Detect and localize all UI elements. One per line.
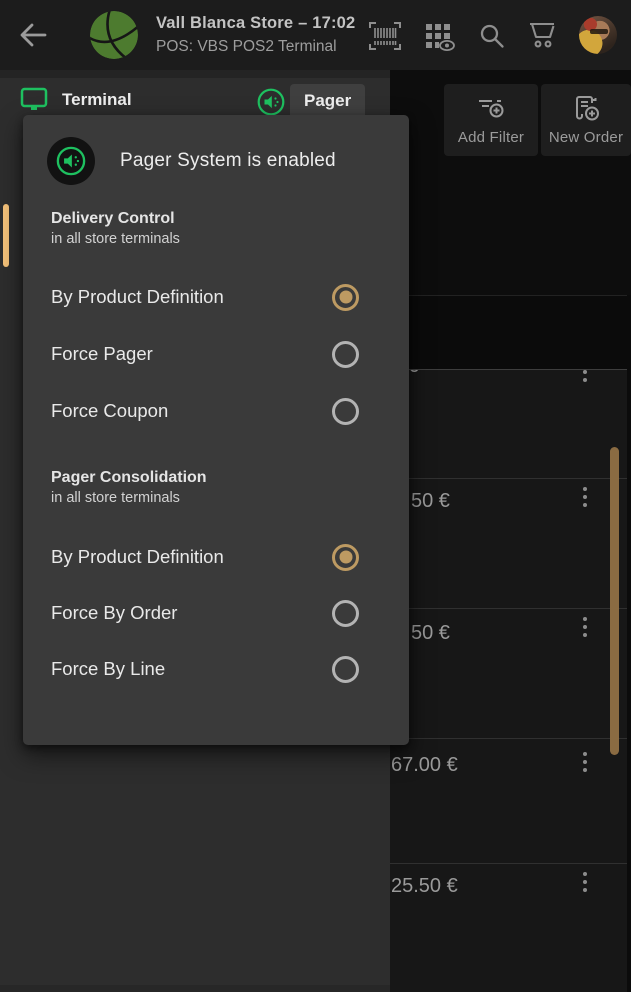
- option-force-coupon[interactable]: Force Coupon: [51, 394, 381, 428]
- order-price: 50 €: [411, 622, 450, 644]
- section-heading-pager-consolidation: Pager Consolidation: [51, 469, 207, 486]
- option-label: Force By Line: [51, 658, 166, 679]
- filter-add-icon: [475, 95, 507, 123]
- radio-button[interactable]: [332, 599, 359, 627]
- pager-icon-badge: [47, 137, 95, 185]
- option-by-product-definition-2[interactable]: By Product Definition: [51, 540, 381, 574]
- scrollbar-thumb[interactable]: [610, 447, 619, 755]
- cart-button[interactable]: [524, 18, 560, 54]
- radio-button[interactable]: [332, 543, 359, 571]
- list-header-cover: [390, 296, 627, 370]
- apps-grid-eye-icon: [423, 20, 457, 52]
- order-price: 50 €: [411, 490, 450, 512]
- pager-settings-popover: Pager System is enabled Delivery Control…: [23, 115, 409, 745]
- store-logo-icon: [90, 11, 138, 59]
- list-right-gutter: [627, 295, 631, 992]
- pager-speaker-icon: [256, 87, 286, 117]
- row-divider: [390, 608, 627, 609]
- option-label: By Product Definition: [51, 286, 224, 307]
- shopping-cart-icon: [526, 21, 558, 51]
- tab-pager[interactable]: Pager: [256, 84, 366, 119]
- row-menu-button[interactable]: [576, 617, 594, 637]
- order-price: 67.00 €: [391, 754, 458, 776]
- tab-pager-label: Pager: [304, 91, 352, 110]
- option-force-pager[interactable]: Force Pager: [51, 337, 381, 371]
- panel-top-edge: [0, 70, 390, 78]
- barcode-scan-icon: [367, 19, 403, 53]
- popover-header: Pager System is enabled: [47, 137, 336, 185]
- back-button[interactable]: [16, 19, 50, 51]
- radio-button[interactable]: [332, 340, 359, 368]
- row-menu-button[interactable]: [576, 872, 594, 892]
- tab-pager-chip: Pager: [290, 84, 366, 119]
- section-heading-delivery-control: Delivery Control: [51, 210, 175, 227]
- option-label: Force Coupon: [51, 400, 169, 421]
- apps-grid-button[interactable]: [422, 18, 458, 54]
- app-title-block: Vall Blanca Store – 17:02 POS: VBS POS2 …: [156, 12, 386, 58]
- row-divider: [390, 738, 627, 739]
- terminal-monitor-icon: [20, 86, 48, 114]
- radio-button[interactable]: [332, 655, 359, 683]
- add-filter-label: Add Filter: [457, 128, 525, 146]
- user-avatar[interactable]: [579, 16, 617, 54]
- search-button[interactable]: [474, 18, 510, 54]
- orders-panel: Add Filter New Order 0 € 50 € 50 €: [390, 70, 631, 992]
- tab-terminal[interactable]: Terminal: [20, 86, 132, 114]
- radio-button[interactable]: [332, 283, 359, 311]
- barcode-scan-button[interactable]: [367, 18, 403, 54]
- selected-item-indicator: [3, 204, 9, 267]
- new-order-label: New Order: [548, 128, 624, 146]
- option-force-by-line[interactable]: Force By Line: [51, 652, 381, 686]
- orders-list: 0 € 50 € 50 € 67.00 € 25.50 €: [390, 295, 627, 992]
- back-arrow-icon: [16, 19, 50, 51]
- pos-subtitle: POS: VBS POS2 Terminal: [156, 38, 337, 55]
- new-order-button[interactable]: New Order: [541, 84, 631, 156]
- option-force-by-order[interactable]: Force By Order: [51, 596, 381, 630]
- option-by-product-definition[interactable]: By Product Definition: [51, 280, 381, 314]
- tab-terminal-label: Terminal: [62, 90, 132, 109]
- row-divider: [390, 478, 627, 479]
- option-label: Force Pager: [51, 343, 153, 364]
- pager-speaker-icon: [55, 145, 87, 177]
- add-filter-button[interactable]: Add Filter: [444, 84, 538, 156]
- row-menu-button[interactable]: [576, 752, 594, 772]
- order-add-icon: [571, 95, 601, 123]
- section-subheading: in all store terminals: [51, 490, 180, 506]
- popover-title: Pager System is enabled: [120, 150, 336, 171]
- option-label: By Product Definition: [51, 546, 224, 567]
- app-bar: Vall Blanca Store – 17:02 POS: VBS POS2 …: [0, 0, 631, 70]
- row-menu-button[interactable]: [576, 487, 594, 507]
- panel-bottom-edge: [0, 985, 390, 992]
- store-title: Vall Blanca Store – 17:02: [156, 14, 356, 32]
- section-subheading: in all store terminals: [51, 231, 180, 247]
- order-price: 25.50 €: [391, 875, 458, 897]
- search-icon: [478, 22, 506, 50]
- option-label: Force By Order: [51, 602, 178, 623]
- radio-button[interactable]: [332, 397, 359, 425]
- row-divider: [390, 863, 627, 864]
